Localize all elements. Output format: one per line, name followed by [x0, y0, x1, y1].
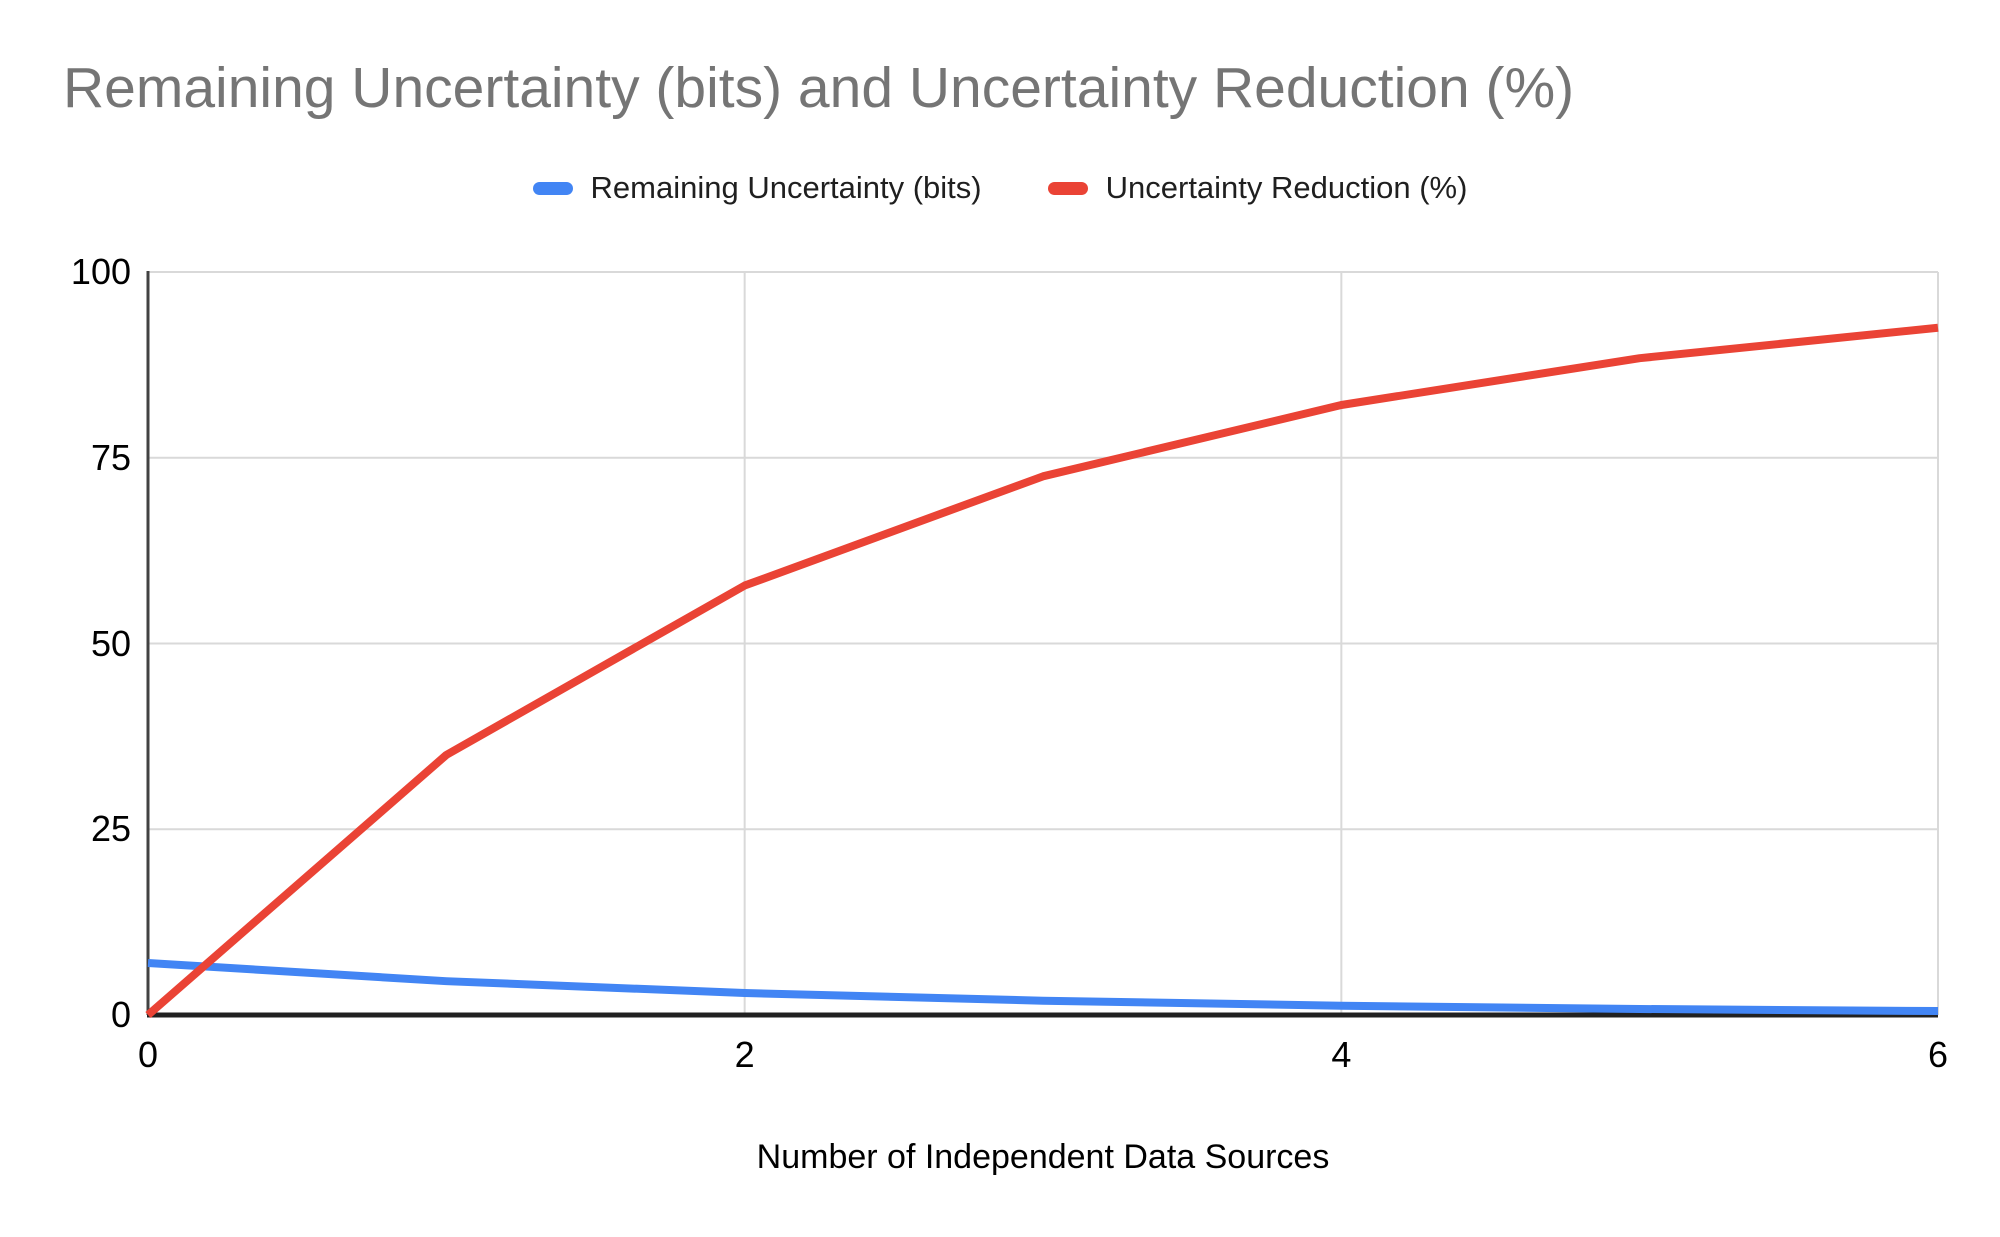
x-tick-label-6: 6 [1927, 1034, 1949, 1075]
series-line-remaining-uncertainty [147, 958, 1939, 1016]
legend-item-uncertainty-reduction: Uncertainty Reduction (%) [1047, 170, 1468, 206]
y-tick-label-25: 25 [90, 808, 131, 850]
series-line-uncertainty-reduction [145, 323, 1939, 1019]
x-tick-label-0: 0 [137, 1034, 159, 1075]
x-axis-title: Number of Independent Data Sources [756, 1138, 1330, 1176]
y-tick-label-0: 0 [110, 994, 131, 1035]
x-tick-label-2: 2 [734, 1034, 755, 1075]
legend-swatch-blue-icon [532, 181, 573, 195]
chart-title: Remaining Uncertainty (bits) and Uncerta… [63, 56, 1575, 120]
legend-swatch-red-icon [1047, 181, 1088, 195]
legend: Remaining Uncertainty (bits) Uncertainty… [0, 170, 2000, 206]
y-tick-label-100: 100 [70, 251, 131, 292]
y-tick-label-50: 50 [90, 622, 131, 664]
x-tick-label-4: 4 [1331, 1034, 1352, 1075]
legend-item-remaining-uncertainty: Remaining Uncertainty (bits) [532, 170, 982, 206]
y-tick-label-75: 75 [90, 436, 131, 478]
legend-label-uncertainty-reduction: Uncertainty Reduction (%) [1105, 170, 1468, 205]
legend-label-remaining-uncertainty: Remaining Uncertainty (bits) [590, 170, 982, 205]
